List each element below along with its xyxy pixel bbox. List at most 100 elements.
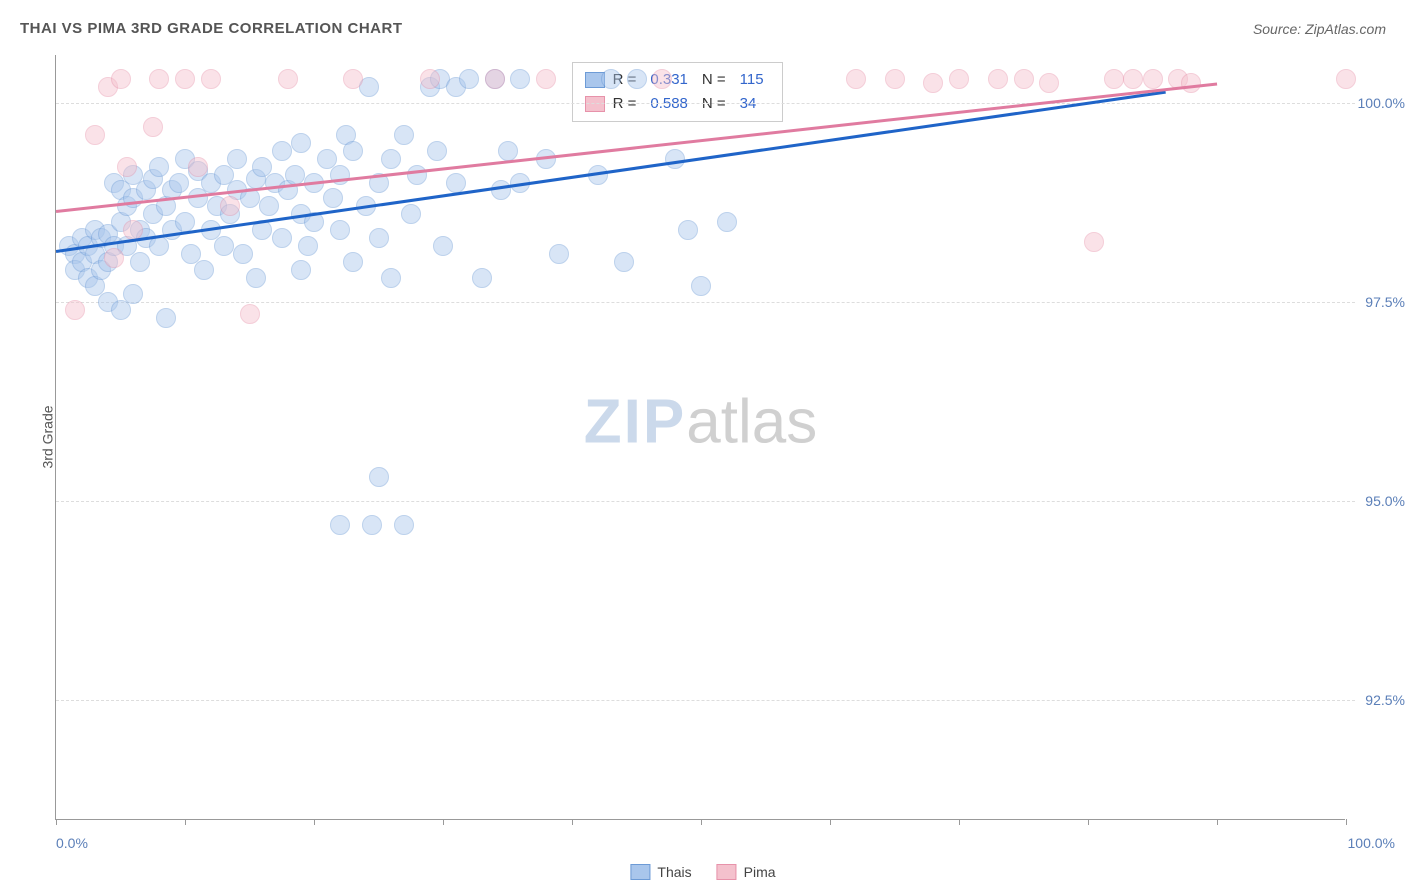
data-point xyxy=(194,260,214,280)
scatter-chart: 3rd Grade ZIPatlas R = 0.331 N = 115R = … xyxy=(55,55,1345,820)
stat-n-label: N = xyxy=(702,92,726,116)
data-point xyxy=(472,268,492,288)
data-point xyxy=(652,69,672,89)
data-point xyxy=(233,244,253,264)
data-point xyxy=(272,141,292,161)
legend-label: Thais xyxy=(657,864,691,880)
x-tick xyxy=(443,819,444,825)
data-point xyxy=(536,69,556,89)
y-axis-title: 3rd Grade xyxy=(40,405,56,468)
gridline xyxy=(56,103,1355,104)
data-point xyxy=(227,149,247,169)
x-tick xyxy=(1088,819,1089,825)
data-point xyxy=(459,69,479,89)
data-point xyxy=(394,515,414,535)
series-legend: Thais Pima xyxy=(630,864,775,880)
data-point xyxy=(220,196,240,216)
data-point xyxy=(291,133,311,153)
gridline xyxy=(56,700,1355,701)
data-point xyxy=(717,212,737,232)
data-point xyxy=(665,149,685,169)
data-point xyxy=(691,276,711,296)
data-point xyxy=(330,515,350,535)
data-point xyxy=(1143,69,1163,89)
legend-swatch xyxy=(585,96,605,112)
data-point xyxy=(369,228,389,248)
data-point xyxy=(130,252,150,272)
gridline xyxy=(56,302,1355,303)
data-point xyxy=(1181,73,1201,93)
data-point xyxy=(988,69,1008,89)
data-point xyxy=(123,284,143,304)
x-tick xyxy=(185,819,186,825)
data-point xyxy=(491,180,511,200)
x-tick xyxy=(1346,819,1347,825)
stat-n-value: 115 xyxy=(740,68,764,92)
data-point xyxy=(143,117,163,137)
data-point xyxy=(149,157,169,177)
legend-row: R = 0.588 N = 34 xyxy=(585,92,770,116)
data-point xyxy=(381,149,401,169)
y-tick-label: 100.0% xyxy=(1358,95,1405,111)
data-point xyxy=(246,268,266,288)
data-point xyxy=(485,69,505,89)
legend-item: Pima xyxy=(717,864,776,880)
x-tick xyxy=(1217,819,1218,825)
data-point xyxy=(330,220,350,240)
data-point xyxy=(627,69,647,89)
watermark: ZIPatlas xyxy=(584,386,817,457)
data-point xyxy=(343,252,363,272)
data-point xyxy=(298,236,318,256)
data-point xyxy=(156,308,176,328)
data-point xyxy=(323,188,343,208)
stat-r-label: R = xyxy=(613,92,637,116)
x-tick xyxy=(959,819,960,825)
data-point xyxy=(381,268,401,288)
x-tick xyxy=(572,819,573,825)
data-point xyxy=(285,165,305,185)
data-point xyxy=(343,69,363,89)
data-point xyxy=(1104,69,1124,89)
data-point xyxy=(149,236,169,256)
legend-label: Pima xyxy=(744,864,776,880)
legend-swatch xyxy=(630,864,650,880)
stat-n-label: N = xyxy=(702,68,726,92)
data-point xyxy=(188,188,208,208)
data-point xyxy=(549,244,569,264)
data-point xyxy=(343,141,363,161)
data-point xyxy=(1336,69,1356,89)
source-attribution: Source: ZipAtlas.com xyxy=(1253,21,1386,37)
data-point xyxy=(420,69,440,89)
data-point xyxy=(427,141,447,161)
x-tick xyxy=(314,819,315,825)
y-tick-label: 95.0% xyxy=(1365,493,1405,509)
data-point xyxy=(149,69,169,89)
data-point xyxy=(498,141,518,161)
x-max-label: 100.0% xyxy=(1348,835,1395,851)
data-point xyxy=(278,69,298,89)
data-point xyxy=(614,252,634,272)
data-point xyxy=(65,300,85,320)
legend-item: Thais xyxy=(630,864,691,880)
data-point xyxy=(1014,69,1034,89)
data-point xyxy=(111,300,131,320)
data-point xyxy=(401,204,421,224)
data-point xyxy=(291,260,311,280)
y-tick-label: 92.5% xyxy=(1365,692,1405,708)
data-point xyxy=(407,165,427,185)
data-point xyxy=(272,228,292,248)
data-point xyxy=(362,515,382,535)
data-point xyxy=(259,196,279,216)
data-point xyxy=(1039,73,1059,93)
x-tick xyxy=(701,819,702,825)
data-point xyxy=(601,69,621,89)
data-point xyxy=(104,248,124,268)
data-point xyxy=(240,304,260,324)
data-point xyxy=(923,73,943,93)
data-point xyxy=(1084,232,1104,252)
data-point xyxy=(117,157,137,177)
x-min-label: 0.0% xyxy=(56,835,88,851)
gridline xyxy=(56,501,1355,502)
data-point xyxy=(214,236,234,256)
data-point xyxy=(433,236,453,256)
